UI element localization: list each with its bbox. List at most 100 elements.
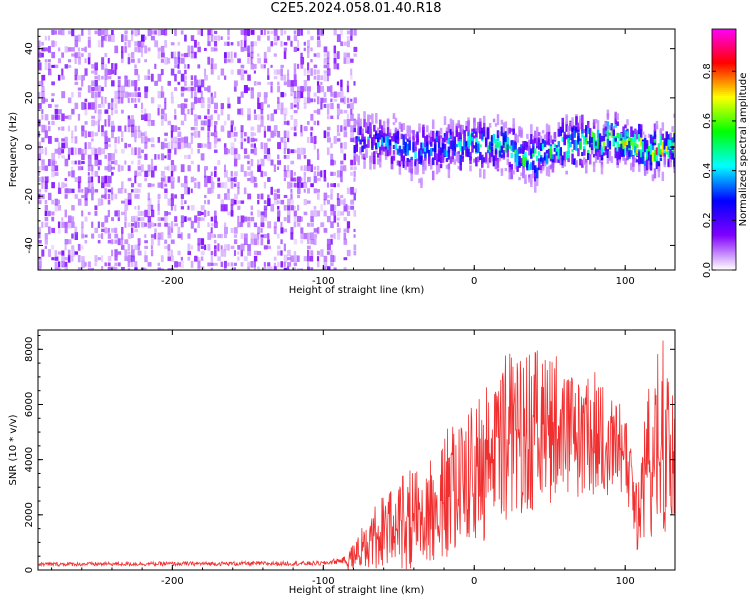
noise-cell: [51, 159, 56, 166]
noise-cell: [61, 68, 64, 76]
band-cell: [396, 160, 400, 166]
band-cell: [541, 166, 545, 171]
noise-cell: [64, 244, 67, 251]
noise-cell: [107, 266, 112, 270]
band-cell: [404, 149, 408, 156]
noise-cell: [306, 266, 310, 270]
colorbar-segment: [712, 183, 736, 187]
noise-cell: [77, 34, 81, 42]
noise-cell: [97, 175, 101, 184]
band-cell: [500, 168, 504, 176]
colorbar-segment: [712, 143, 736, 147]
noise-cell: [197, 221, 200, 229]
band-cell: [520, 162, 523, 167]
noise-cell: [74, 81, 79, 85]
noise-cell: [140, 109, 144, 114]
band-cell: [604, 146, 608, 156]
noise-cell: [97, 113, 102, 121]
noise-cell: [117, 96, 121, 104]
noise-cell: [204, 209, 207, 218]
noise-cell: [283, 170, 288, 178]
band-cell: [375, 130, 378, 134]
noise-cell: [257, 35, 261, 41]
noise-cell: [316, 108, 321, 115]
noise-cell: [97, 91, 101, 98]
noise-cell: [167, 244, 171, 251]
band-cell: [447, 168, 451, 179]
noise-cell: [194, 79, 198, 88]
heatmap-y-tick-label: -40: [24, 237, 35, 253]
noise-cell: [243, 155, 248, 159]
noise-cell: [144, 36, 147, 41]
noise-cell: [207, 199, 210, 205]
noise-cell: [336, 81, 340, 86]
noise-cell: [104, 183, 109, 187]
band-cell: [512, 118, 515, 127]
noise-cell: [150, 209, 155, 218]
noise-cell: [137, 166, 141, 171]
noise-cell: [207, 125, 211, 132]
band-cell: [655, 120, 659, 130]
band-cell: [388, 129, 392, 135]
band-cell: [535, 137, 539, 147]
noise-cell: [190, 176, 195, 183]
noise-cell: [97, 103, 102, 109]
noise-cell: [267, 104, 270, 108]
band-cell: [359, 126, 362, 135]
band-cell: [534, 176, 537, 182]
noise-cell: [277, 85, 281, 93]
noise-cell: [217, 35, 221, 41]
noise-cell: [300, 64, 304, 69]
noise-cell: [160, 177, 165, 182]
colorbar-segment: [712, 153, 736, 157]
colorbar-segment: [712, 173, 736, 177]
noise-cell: [210, 171, 213, 177]
noise-cell: [230, 198, 235, 206]
noise-cell: [263, 29, 266, 36]
noise-cell: [114, 266, 118, 270]
band-cell: [433, 144, 437, 153]
band-cell: [585, 159, 588, 165]
band-cell: [614, 124, 617, 128]
band-cell: [579, 158, 582, 166]
band-cell: [426, 125, 429, 133]
noise-cell: [283, 47, 287, 52]
noise-cell: [140, 102, 144, 110]
band-cell: [649, 154, 653, 166]
band-cell: [406, 146, 409, 156]
noise-cell: [297, 268, 301, 270]
noise-cell: [247, 29, 251, 36]
band-cell: [449, 140, 453, 150]
noise-cell: [137, 210, 142, 217]
noise-cell: [91, 138, 94, 142]
noise-cell: [194, 182, 197, 189]
noise-cell: [121, 227, 124, 234]
noise-cell: [194, 86, 197, 92]
band-cell: [608, 150, 612, 161]
noise-cell: [260, 64, 265, 69]
band-cell: [624, 144, 627, 156]
colorbar-tick-label: 0.0: [702, 262, 713, 278]
band-cell: [408, 140, 411, 151]
noise-cell: [247, 57, 250, 64]
noise-cell: [340, 170, 343, 177]
noise-cell: [300, 56, 305, 65]
noise-cell: [333, 52, 337, 58]
noise-cell: [253, 41, 258, 47]
noise-cell: [177, 126, 181, 131]
noise-cell: [160, 232, 164, 240]
noise-cell: [44, 59, 48, 63]
noise-cell: [44, 210, 48, 217]
band-cell: [634, 157, 637, 163]
band-cell: [669, 139, 672, 150]
colorbar-segment: [712, 263, 736, 267]
noise-cell: [194, 51, 197, 59]
noise-cell: [74, 226, 78, 235]
noise-cell: [340, 165, 344, 171]
colorbar-segment: [712, 197, 736, 201]
noise-cell: [316, 29, 320, 36]
noise-cell: [340, 142, 343, 149]
noise-cell: [260, 211, 265, 216]
band-cell: [651, 151, 655, 162]
band-cell: [447, 146, 451, 153]
